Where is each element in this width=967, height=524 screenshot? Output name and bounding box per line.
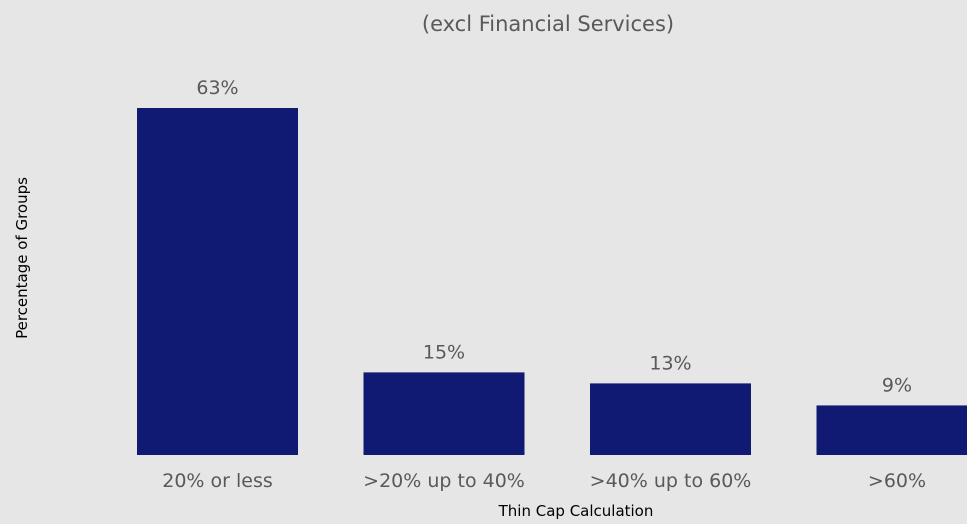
data-label-3: 9% [882, 374, 912, 396]
bar-1 [363, 372, 525, 455]
y-axis-title: Percentage of Groups [13, 177, 31, 339]
x-tick-label-0: 20% or less [162, 470, 273, 492]
chart-subtitle: (excl Financial Services) [422, 12, 674, 36]
bar-0 [137, 108, 298, 455]
x-axis-title: Thin Cap Calculation [498, 502, 654, 520]
bar-group: 63% 20% or less 15% >20% up to 40% 13% >40% u… [137, 77, 967, 492]
bar-2 [590, 383, 751, 455]
data-label-1: 15% [423, 341, 465, 363]
data-label-0: 63% [196, 77, 238, 99]
x-tick-label-3: >60% [868, 470, 926, 492]
data-label-2: 13% [649, 352, 691, 374]
bar-3 [816, 405, 967, 455]
x-tick-label-1: >20% up to 40% [363, 470, 525, 492]
x-tick-label-2: >40% up to 60% [590, 470, 752, 492]
